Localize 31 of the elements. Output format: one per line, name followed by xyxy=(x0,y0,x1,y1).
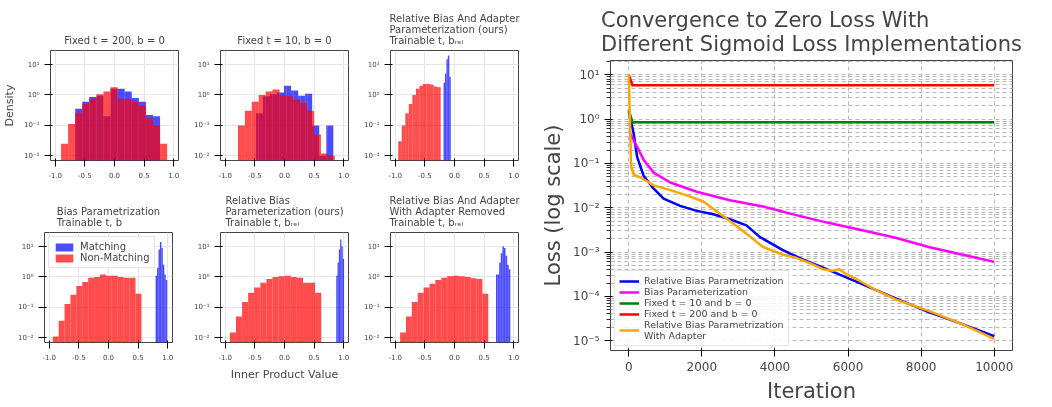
x-tick-label: 10000 xyxy=(975,359,1014,374)
x-tick-label: 4000 xyxy=(759,359,791,374)
chart-title: Convergence to Zero Loss With Different Sigmoid Loss Implementations xyxy=(601,7,1022,56)
y-tick-label: 10⁻⁴ xyxy=(573,289,600,304)
legend-label: Relative Bias Parametrization With Adapter xyxy=(644,319,784,341)
x-tick-label: 6000 xyxy=(832,359,864,374)
y-tick-label: 10⁰ xyxy=(579,112,600,127)
x-tick-label: 0 xyxy=(624,359,633,374)
y-tick-label: 10¹ xyxy=(579,67,600,82)
x-axis-title: Iteration xyxy=(766,378,857,403)
y-tick-label: 10⁻⁵ xyxy=(573,333,600,348)
x-tick-label: 2000 xyxy=(686,359,718,374)
chart-title: Fixed t = 200, b = 0 xyxy=(64,34,165,46)
y-axis-title: Density xyxy=(3,84,17,127)
legend-label: Fixed t = 200 and b = 0 xyxy=(644,308,758,319)
y-tick-label: 10⁻³ xyxy=(573,245,600,260)
legend-label: Matching xyxy=(80,241,126,252)
chart-title: Bias Parametrization Trainable t, b xyxy=(55,205,161,228)
legend-label: Fixed t = 10 and b = 0 xyxy=(644,297,752,308)
x-axis-title: Inner Product Value xyxy=(230,367,339,381)
legend-label: Relative Bias Parametrization xyxy=(644,275,784,286)
legend-label: Bias Parameterization xyxy=(644,286,749,297)
chart-title: Relative Bias And Adapter With Adapter Removed Trainable t, bᵣₑₗ xyxy=(388,194,521,228)
legend-label: Non-Matching xyxy=(80,252,150,263)
y-axis-title: Loss (log scale) xyxy=(541,124,566,287)
y-tick-label: 10⁻² xyxy=(573,200,600,215)
y-tick-label: 10⁻¹ xyxy=(573,156,600,171)
x-tick-label: 8000 xyxy=(905,359,937,374)
chart-title: Fixed t = 10, b = 0 xyxy=(237,34,332,46)
chart-title: Relative Bias And Adapter Parameterization (ours) Trainable t, bᵣₑₗ xyxy=(388,12,521,46)
chart-title: Relative Bias Parameterization (ours) Trainable t, bᵣₑₗ xyxy=(224,194,344,228)
